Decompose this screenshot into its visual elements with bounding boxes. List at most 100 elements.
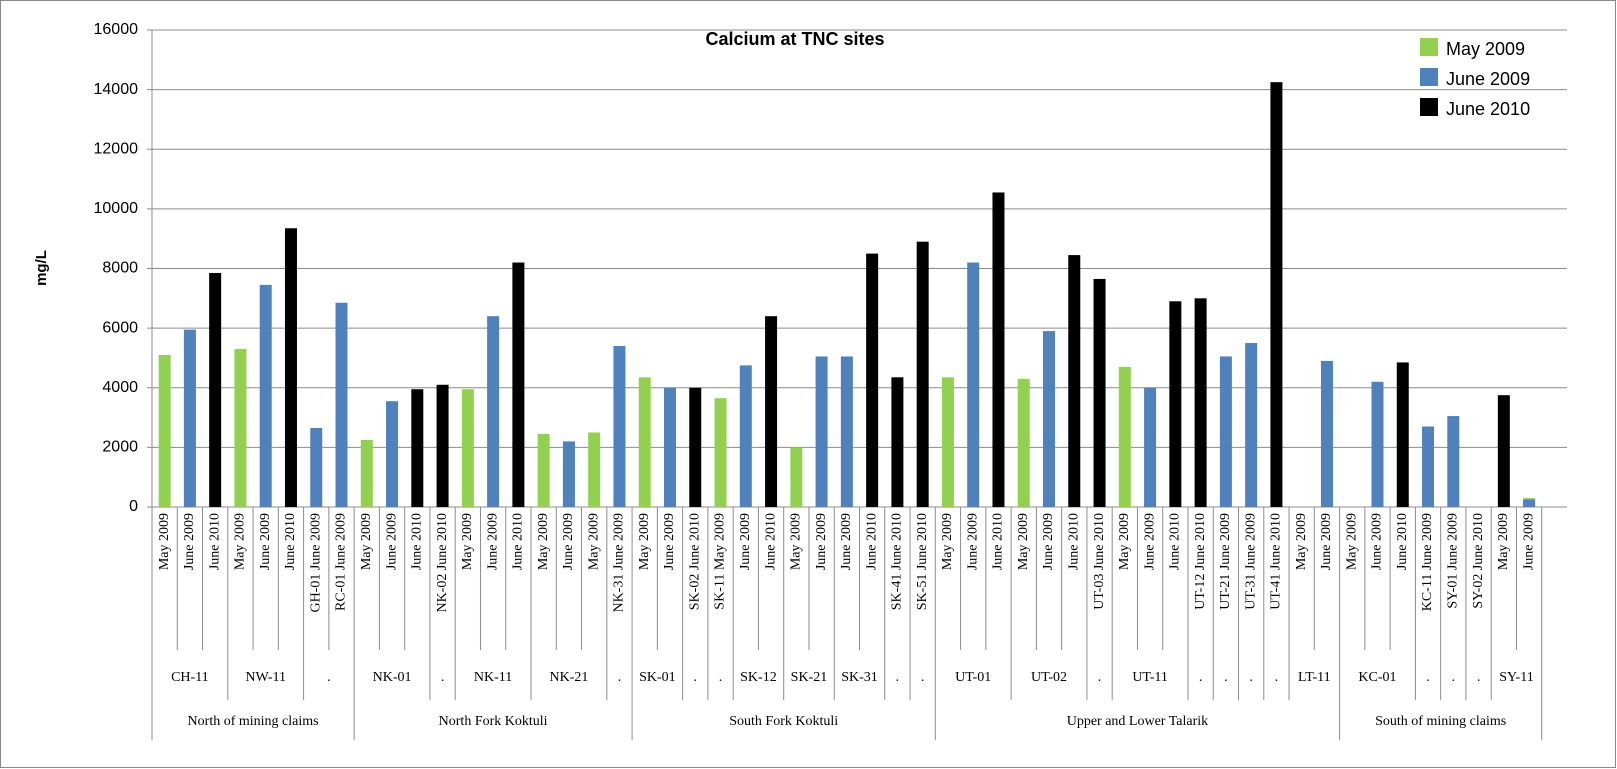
site-label: SK-21 [791, 670, 828, 685]
y-tick-label: 0 [129, 498, 138, 515]
bar [1245, 343, 1258, 507]
bar [1320, 360, 1333, 507]
x-tick-label: UT-21 June 2009 [1218, 513, 1233, 610]
bar [1447, 416, 1460, 507]
x-tick-label: June 2009 [1142, 513, 1157, 570]
y-tick-label: 8000 [102, 260, 138, 277]
x-tick-label: May 2009 [536, 513, 551, 570]
bar [765, 316, 778, 507]
bar [1043, 331, 1056, 507]
x-tick-label: June 2009 [738, 513, 753, 570]
y-tick-label: 14000 [94, 81, 139, 98]
x-tick-label: May 2009 [460, 513, 475, 570]
x-tick-label: June 2009 [384, 513, 399, 570]
bar [1219, 356, 1232, 507]
site-label: . [1199, 670, 1203, 685]
x-tick-label: SK-41 June 2010 [890, 513, 905, 610]
site-label: NW-11 [245, 670, 286, 685]
site-label: SK-12 [740, 670, 777, 685]
x-tick-label: June 2009 [182, 513, 197, 570]
x-tick-label: June 2009 [839, 513, 854, 570]
region-label: South Fork Koktuli [729, 714, 838, 729]
x-tick-label: May 2009 [586, 513, 601, 570]
legend-label: June 2009 [1446, 69, 1530, 89]
site-label: . [1477, 670, 1481, 685]
x-tick-label: June 2010 [991, 513, 1006, 570]
site-label: SY-11 [1499, 670, 1534, 685]
bar [663, 387, 676, 507]
y-tick-label: 4000 [102, 379, 138, 396]
bar [689, 387, 702, 507]
bar [840, 356, 853, 507]
bar [992, 192, 1005, 507]
x-tick-label: June 2009 [485, 513, 500, 570]
x-tick-label: May 2009 [359, 513, 374, 570]
site-label: . [1224, 670, 1228, 685]
x-tick-label: June 2010 [1168, 513, 1183, 570]
site-label: . [1275, 670, 1279, 685]
bar [588, 432, 601, 507]
x-tick-label: May 2009 [1294, 513, 1309, 570]
x-tick-label: UT-41 June 2010 [1269, 513, 1284, 610]
bar [891, 377, 904, 507]
x-tick-label: UT-31 June 2009 [1243, 513, 1258, 610]
x-tick-label: May 2009 [157, 513, 172, 570]
bar [1144, 387, 1157, 507]
x-tick-label: SK-51 June 2010 [915, 513, 930, 610]
bar [158, 354, 171, 507]
x-tick-label: RC-01 June 2009 [334, 513, 349, 611]
site-label: . [1426, 670, 1430, 685]
x-tick-label: June 2010 [864, 513, 879, 570]
x-tick-label: June 2009 [814, 513, 829, 570]
x-tick-label: June 2010 [511, 513, 526, 570]
bar [411, 389, 424, 507]
bar [512, 262, 525, 507]
bar [284, 228, 297, 508]
bar [335, 302, 348, 507]
site-label: . [441, 670, 445, 685]
site-label: . [1249, 670, 1253, 685]
y-tick-label: 6000 [102, 319, 138, 336]
bar [1017, 378, 1030, 507]
x-tick-label: May 2009 [1016, 513, 1031, 570]
legend-label: June 2010 [1446, 99, 1530, 119]
x-tick-label: June 2010 [410, 513, 425, 570]
region-label: North Fork Koktuli [439, 714, 548, 729]
bar [1194, 298, 1207, 507]
x-tick-label: May 2009 [1496, 513, 1511, 570]
x-tick-label: UT-03 June 2010 [1092, 513, 1107, 610]
bar [487, 316, 500, 507]
region-label: Upper and Lower Talarik [1067, 714, 1208, 729]
x-tick-label: June 2009 [965, 513, 980, 570]
x-tick-label: May 2009 [940, 513, 955, 570]
x-tick-label: June 2010 [1066, 513, 1081, 570]
x-tick-label: June 2010 [763, 513, 778, 570]
bar [1497, 395, 1510, 507]
bar [941, 377, 954, 507]
bar [967, 262, 980, 507]
bar [310, 427, 323, 507]
x-tick-label: GH-01 June 2009 [308, 513, 323, 613]
bar [815, 356, 828, 507]
bar [386, 401, 399, 507]
site-label: KC-01 [1358, 670, 1396, 685]
y-tick-label: 16000 [94, 21, 139, 38]
bar [916, 241, 929, 507]
site-label: UT-01 [955, 670, 991, 685]
site-label: . [1098, 670, 1102, 685]
x-tick-label: May 2009 [637, 513, 652, 570]
bar [1422, 426, 1435, 507]
bar [1093, 278, 1106, 507]
y-tick-label: 2000 [102, 439, 138, 456]
bar [537, 433, 550, 507]
x-tick-label: SY-01 June 2009 [1446, 513, 1461, 609]
site-label: UT-11 [1132, 670, 1168, 685]
bar [714, 398, 727, 507]
x-tick-label: UT-12 June 2010 [1193, 513, 1208, 610]
x-tick-label: NK-02 June 2010 [435, 513, 450, 613]
site-label: NK-11 [474, 670, 512, 685]
legend-swatch [1420, 38, 1438, 56]
legend-label: May 2009 [1446, 39, 1525, 59]
region-label: South of mining claims [1375, 714, 1506, 729]
